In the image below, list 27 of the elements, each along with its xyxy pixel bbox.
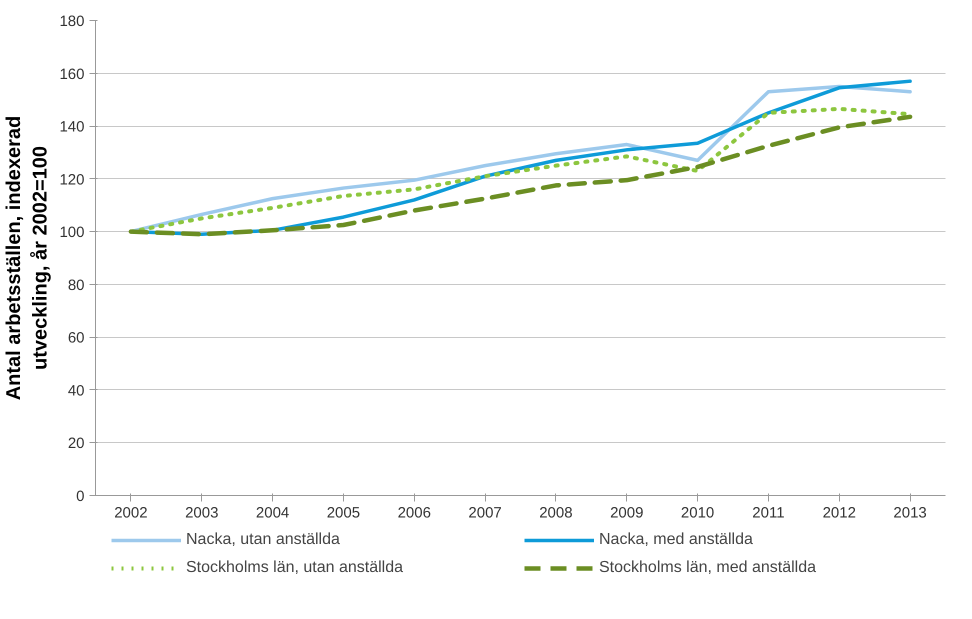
x-tick-label: 2011 [752, 504, 785, 522]
legend-label: Nacka, utan anställda [186, 531, 341, 549]
y-tick-label: 160 [59, 66, 85, 83]
legend-label: Nacka, med anställda [599, 531, 754, 549]
x-tick-label: 2003 [185, 504, 218, 522]
x-tick-label: 2004 [256, 504, 290, 522]
x-tick-label: 2007 [468, 504, 502, 522]
y-axis-title: Antal arbetsställen, indexerad utveckling, år 2002=100 [3, 116, 52, 400]
x-tick-label: 2009 [610, 504, 644, 522]
x-tick-label: 2013 [893, 504, 927, 522]
y-tick-label: 180 [59, 13, 85, 30]
x-tick-label: 2002 [114, 504, 148, 522]
y-tick-label: 60 [68, 330, 85, 347]
x-tick-label: 2006 [398, 504, 431, 522]
y-tick-label: 100 [59, 224, 85, 242]
y-tick-label: 80 [68, 276, 85, 294]
y-tick-label: 40 [68, 382, 85, 400]
legend-label: Stockholms län, med anställda [599, 559, 817, 577]
y-tick-label: 0 [76, 488, 84, 505]
x-tick-label: 2010 [680, 504, 714, 522]
x-tick-label: 2005 [326, 504, 360, 522]
y-tick-label: 20 [68, 435, 85, 452]
y-tick-label: 140 [59, 118, 85, 136]
x-tick-label: 2012 [822, 504, 856, 522]
y-tick-label: 120 [59, 171, 85, 188]
x-tick-label: 2008 [539, 504, 573, 522]
legend-label: Stockholms län, utan anställda [186, 559, 404, 577]
